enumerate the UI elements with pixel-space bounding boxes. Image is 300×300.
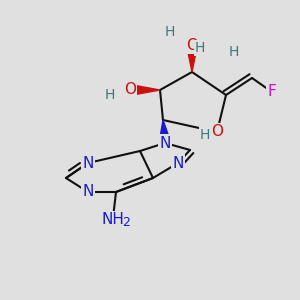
Text: N: N — [82, 184, 94, 200]
Text: N: N — [172, 155, 184, 170]
Text: H: H — [195, 41, 205, 55]
Text: O: O — [211, 124, 223, 140]
Text: H: H — [105, 88, 115, 102]
Text: H: H — [229, 45, 239, 59]
Text: F: F — [268, 85, 276, 100]
Polygon shape — [159, 120, 171, 143]
Text: N: N — [159, 136, 171, 151]
Text: N: N — [82, 155, 94, 170]
Polygon shape — [130, 85, 160, 95]
Text: 2: 2 — [122, 217, 130, 230]
Text: O: O — [124, 82, 136, 98]
Text: H: H — [200, 128, 210, 142]
Text: H: H — [165, 25, 175, 39]
Text: O: O — [186, 38, 198, 52]
Polygon shape — [187, 45, 197, 72]
Text: NH: NH — [102, 212, 124, 227]
